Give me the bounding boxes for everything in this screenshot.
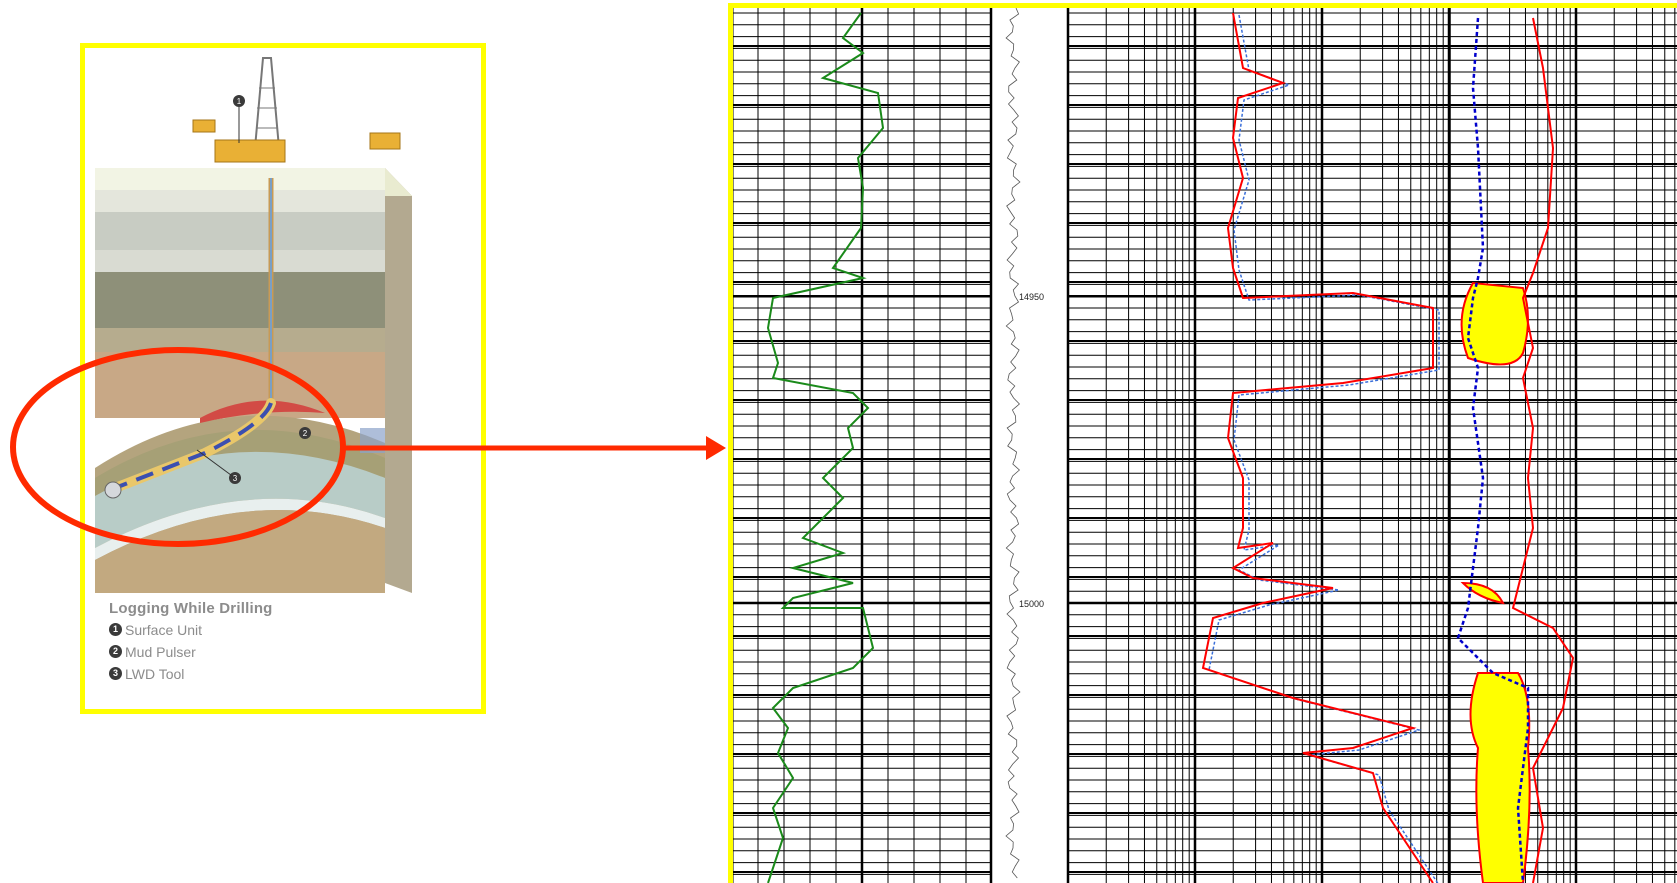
caption-item-label: Surface Unit xyxy=(125,621,203,638)
callout-arrow-head-icon xyxy=(706,436,726,460)
rig-platform xyxy=(214,139,286,163)
stratum-layer xyxy=(95,272,385,328)
depth-track-curve xyxy=(1005,8,1021,879)
number-badge-icon: 3 xyxy=(109,667,122,680)
crossover-fill xyxy=(1460,281,1529,366)
stratum-layer xyxy=(95,190,385,212)
caption-title: Logging While Drilling xyxy=(109,600,273,617)
caption-item-surface-unit: 1 Surface Unit xyxy=(109,620,273,639)
marker-1 xyxy=(233,95,245,107)
svg-text:1: 1 xyxy=(237,97,242,106)
stratum-layer xyxy=(95,212,385,250)
stratum-layer xyxy=(95,168,385,190)
svg-text:2: 2 xyxy=(303,429,308,438)
well-log-chart xyxy=(733,8,1677,883)
drill-bit-icon xyxy=(104,481,122,499)
derrick-icon xyxy=(253,57,281,149)
gamma-ray-curve xyxy=(766,12,885,883)
stratum-layer xyxy=(95,250,385,272)
number-badge-icon: 1 xyxy=(109,623,122,636)
well-log-panel: 14950 15000 xyxy=(728,3,1677,883)
depth-label-14950: 14950 xyxy=(1019,292,1045,302)
density-porosity-curve xyxy=(1511,17,1575,883)
surface-unit-icon xyxy=(369,132,401,150)
number-badge-icon: 2 xyxy=(109,645,122,658)
water-band xyxy=(360,428,385,453)
block-side-face xyxy=(385,168,412,593)
caption-item-lwd-tool: 3 LWD Tool xyxy=(109,664,273,683)
truck-icon xyxy=(192,119,216,133)
caption-item-label: LWD Tool xyxy=(125,665,185,682)
caption-item-label: Mud Pulser xyxy=(125,643,196,660)
crossover-fill xyxy=(1460,581,1505,605)
stratum-layer xyxy=(95,328,385,352)
svg-text:3: 3 xyxy=(233,474,238,483)
resistivity-shallow-curve xyxy=(1208,14,1440,883)
resistivity-deep-curve xyxy=(1201,12,1434,883)
illustration-caption: Logging While Drilling 1 Surface Unit 2 … xyxy=(109,600,273,683)
caption-item-mud-pulser: 2 Mud Pulser xyxy=(109,642,273,661)
lwd-illustration-panel: 1 2 3 Logging While Drilling 1 Surface U… xyxy=(80,43,486,714)
depth-label-15000: 15000 xyxy=(1019,599,1045,609)
